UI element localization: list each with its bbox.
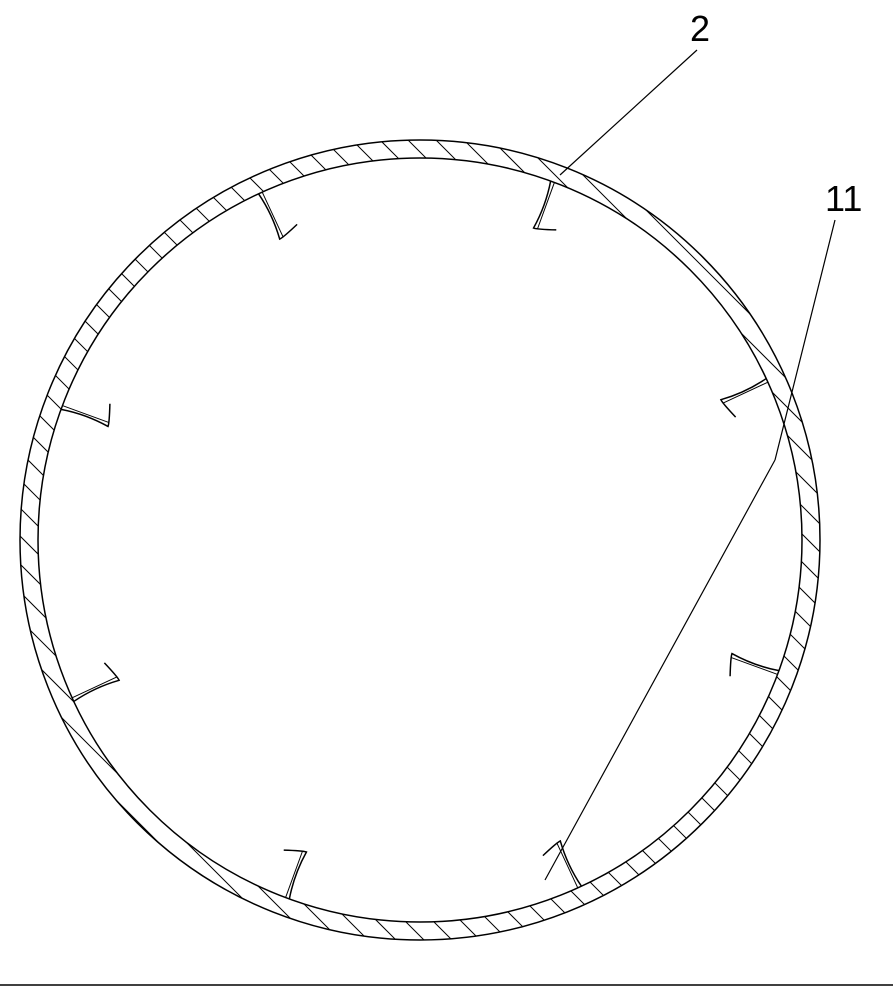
callout-label-11: 11 [825, 178, 862, 220]
leader-lines [545, 50, 835, 880]
ring-cross-section [20, 140, 820, 940]
diagram-canvas [0, 0, 893, 1000]
hatching [0, 0, 840, 1000]
callout-label-2: 2 [690, 8, 710, 50]
barb-hooks [61, 181, 779, 899]
